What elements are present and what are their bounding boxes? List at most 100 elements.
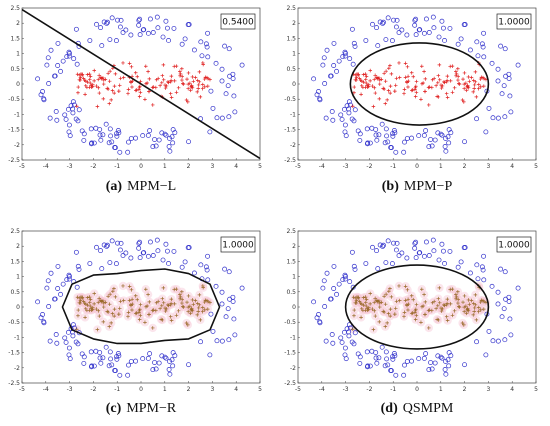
inner-point <box>383 324 388 329</box>
inner-point <box>206 84 210 88</box>
outer-point <box>47 338 53 344</box>
outer-point <box>113 261 119 267</box>
inner-point <box>99 76 104 81</box>
accuracy-box <box>496 13 532 30</box>
inner-point <box>97 296 101 301</box>
y-tick-label: 2 <box>292 243 296 250</box>
outer-point <box>423 128 429 134</box>
inner-point <box>193 75 198 80</box>
inner-point <box>184 321 189 325</box>
inner-point <box>452 309 457 313</box>
outer-point <box>384 133 390 139</box>
inner-point <box>168 314 173 319</box>
outer-point <box>205 253 211 259</box>
inner-point <box>138 79 143 84</box>
outer-point <box>203 264 209 270</box>
outer-point <box>352 107 358 113</box>
outer-point <box>222 43 228 49</box>
outer-point <box>126 139 131 145</box>
outer-point <box>323 338 329 344</box>
caption-letter: (b) <box>382 179 399 194</box>
outer-point <box>383 126 389 132</box>
outer-point <box>53 109 59 114</box>
outer-point <box>66 49 72 55</box>
outer-point <box>352 43 358 49</box>
outer-point <box>383 260 389 265</box>
outer-point <box>442 38 447 43</box>
outer-point <box>423 239 429 245</box>
inner-point <box>129 288 134 292</box>
y-tick-label: -0.5 <box>8 319 20 326</box>
inner-point <box>127 61 132 66</box>
outer-point <box>388 145 394 151</box>
outer-point <box>136 245 142 251</box>
x-tick-label: -2 <box>366 386 372 393</box>
outer-point <box>367 363 373 369</box>
outer-point <box>154 14 160 20</box>
inner-point <box>92 79 96 83</box>
outer-point <box>355 128 361 134</box>
outer-point <box>342 272 348 278</box>
panel-caption: (a) MPM−L <box>106 179 176 194</box>
inner-point <box>476 309 481 314</box>
inner-point <box>112 84 117 88</box>
outer-point <box>375 266 381 272</box>
outer-point <box>160 34 166 40</box>
outer-point <box>321 278 327 284</box>
inner-point <box>471 301 476 306</box>
inner-point <box>176 309 181 313</box>
outer-point <box>55 40 61 46</box>
inner-point <box>178 72 183 76</box>
x-tick-label: -5 <box>295 163 301 170</box>
outer-point <box>394 17 400 23</box>
inner-point <box>110 88 115 93</box>
inner-point <box>356 72 361 77</box>
inner-point <box>436 296 441 301</box>
inner-point <box>200 305 205 310</box>
inner-point <box>377 78 382 82</box>
outer-point <box>117 149 123 155</box>
x-tick-label: 3 <box>210 386 214 393</box>
y-tick-label: 0 <box>16 304 20 311</box>
inner-point <box>363 295 368 299</box>
outer-point <box>329 332 335 337</box>
inner-point <box>430 77 435 82</box>
outer-point <box>107 126 113 132</box>
outer-point <box>152 360 158 365</box>
outer-point <box>164 248 170 254</box>
outer-point <box>421 30 427 36</box>
outer-point <box>475 276 481 282</box>
inner-point <box>420 287 424 292</box>
inner-point <box>474 95 479 99</box>
y-tick-label: 1 <box>292 274 296 281</box>
inner-point <box>462 71 467 75</box>
inner-point <box>164 307 169 311</box>
inner-point <box>365 308 370 313</box>
outer-point <box>172 130 178 136</box>
outer-point <box>390 354 395 360</box>
inner-point <box>130 297 134 302</box>
inner-point <box>388 307 393 311</box>
outer-point <box>156 360 162 366</box>
inner-point <box>456 66 460 71</box>
outer-point <box>404 32 410 38</box>
outer-point <box>329 109 335 114</box>
inner-point <box>130 308 134 312</box>
outer-point <box>383 349 389 355</box>
outer-point <box>226 46 232 52</box>
x-tick-label: 3 <box>486 386 490 393</box>
outer-point <box>467 47 473 53</box>
outer-point <box>426 144 432 150</box>
outer-point <box>45 278 51 284</box>
outer-point <box>163 355 169 361</box>
inner-point <box>422 292 426 297</box>
outer-point <box>91 140 97 146</box>
inner-point <box>181 304 185 309</box>
outer-point <box>101 242 107 248</box>
inner-point <box>126 314 130 319</box>
panel-b: -5 -4 -3 -2 -1 0 1 2 3 4 5 2.5 2 1.5 1 0.5 0 -0.5 -1 -1.5 -2… <box>284 5 538 194</box>
y-tick-label: 1 <box>292 51 296 58</box>
inner-point <box>133 293 138 298</box>
outer-point <box>207 352 213 358</box>
inner-point <box>359 92 363 97</box>
